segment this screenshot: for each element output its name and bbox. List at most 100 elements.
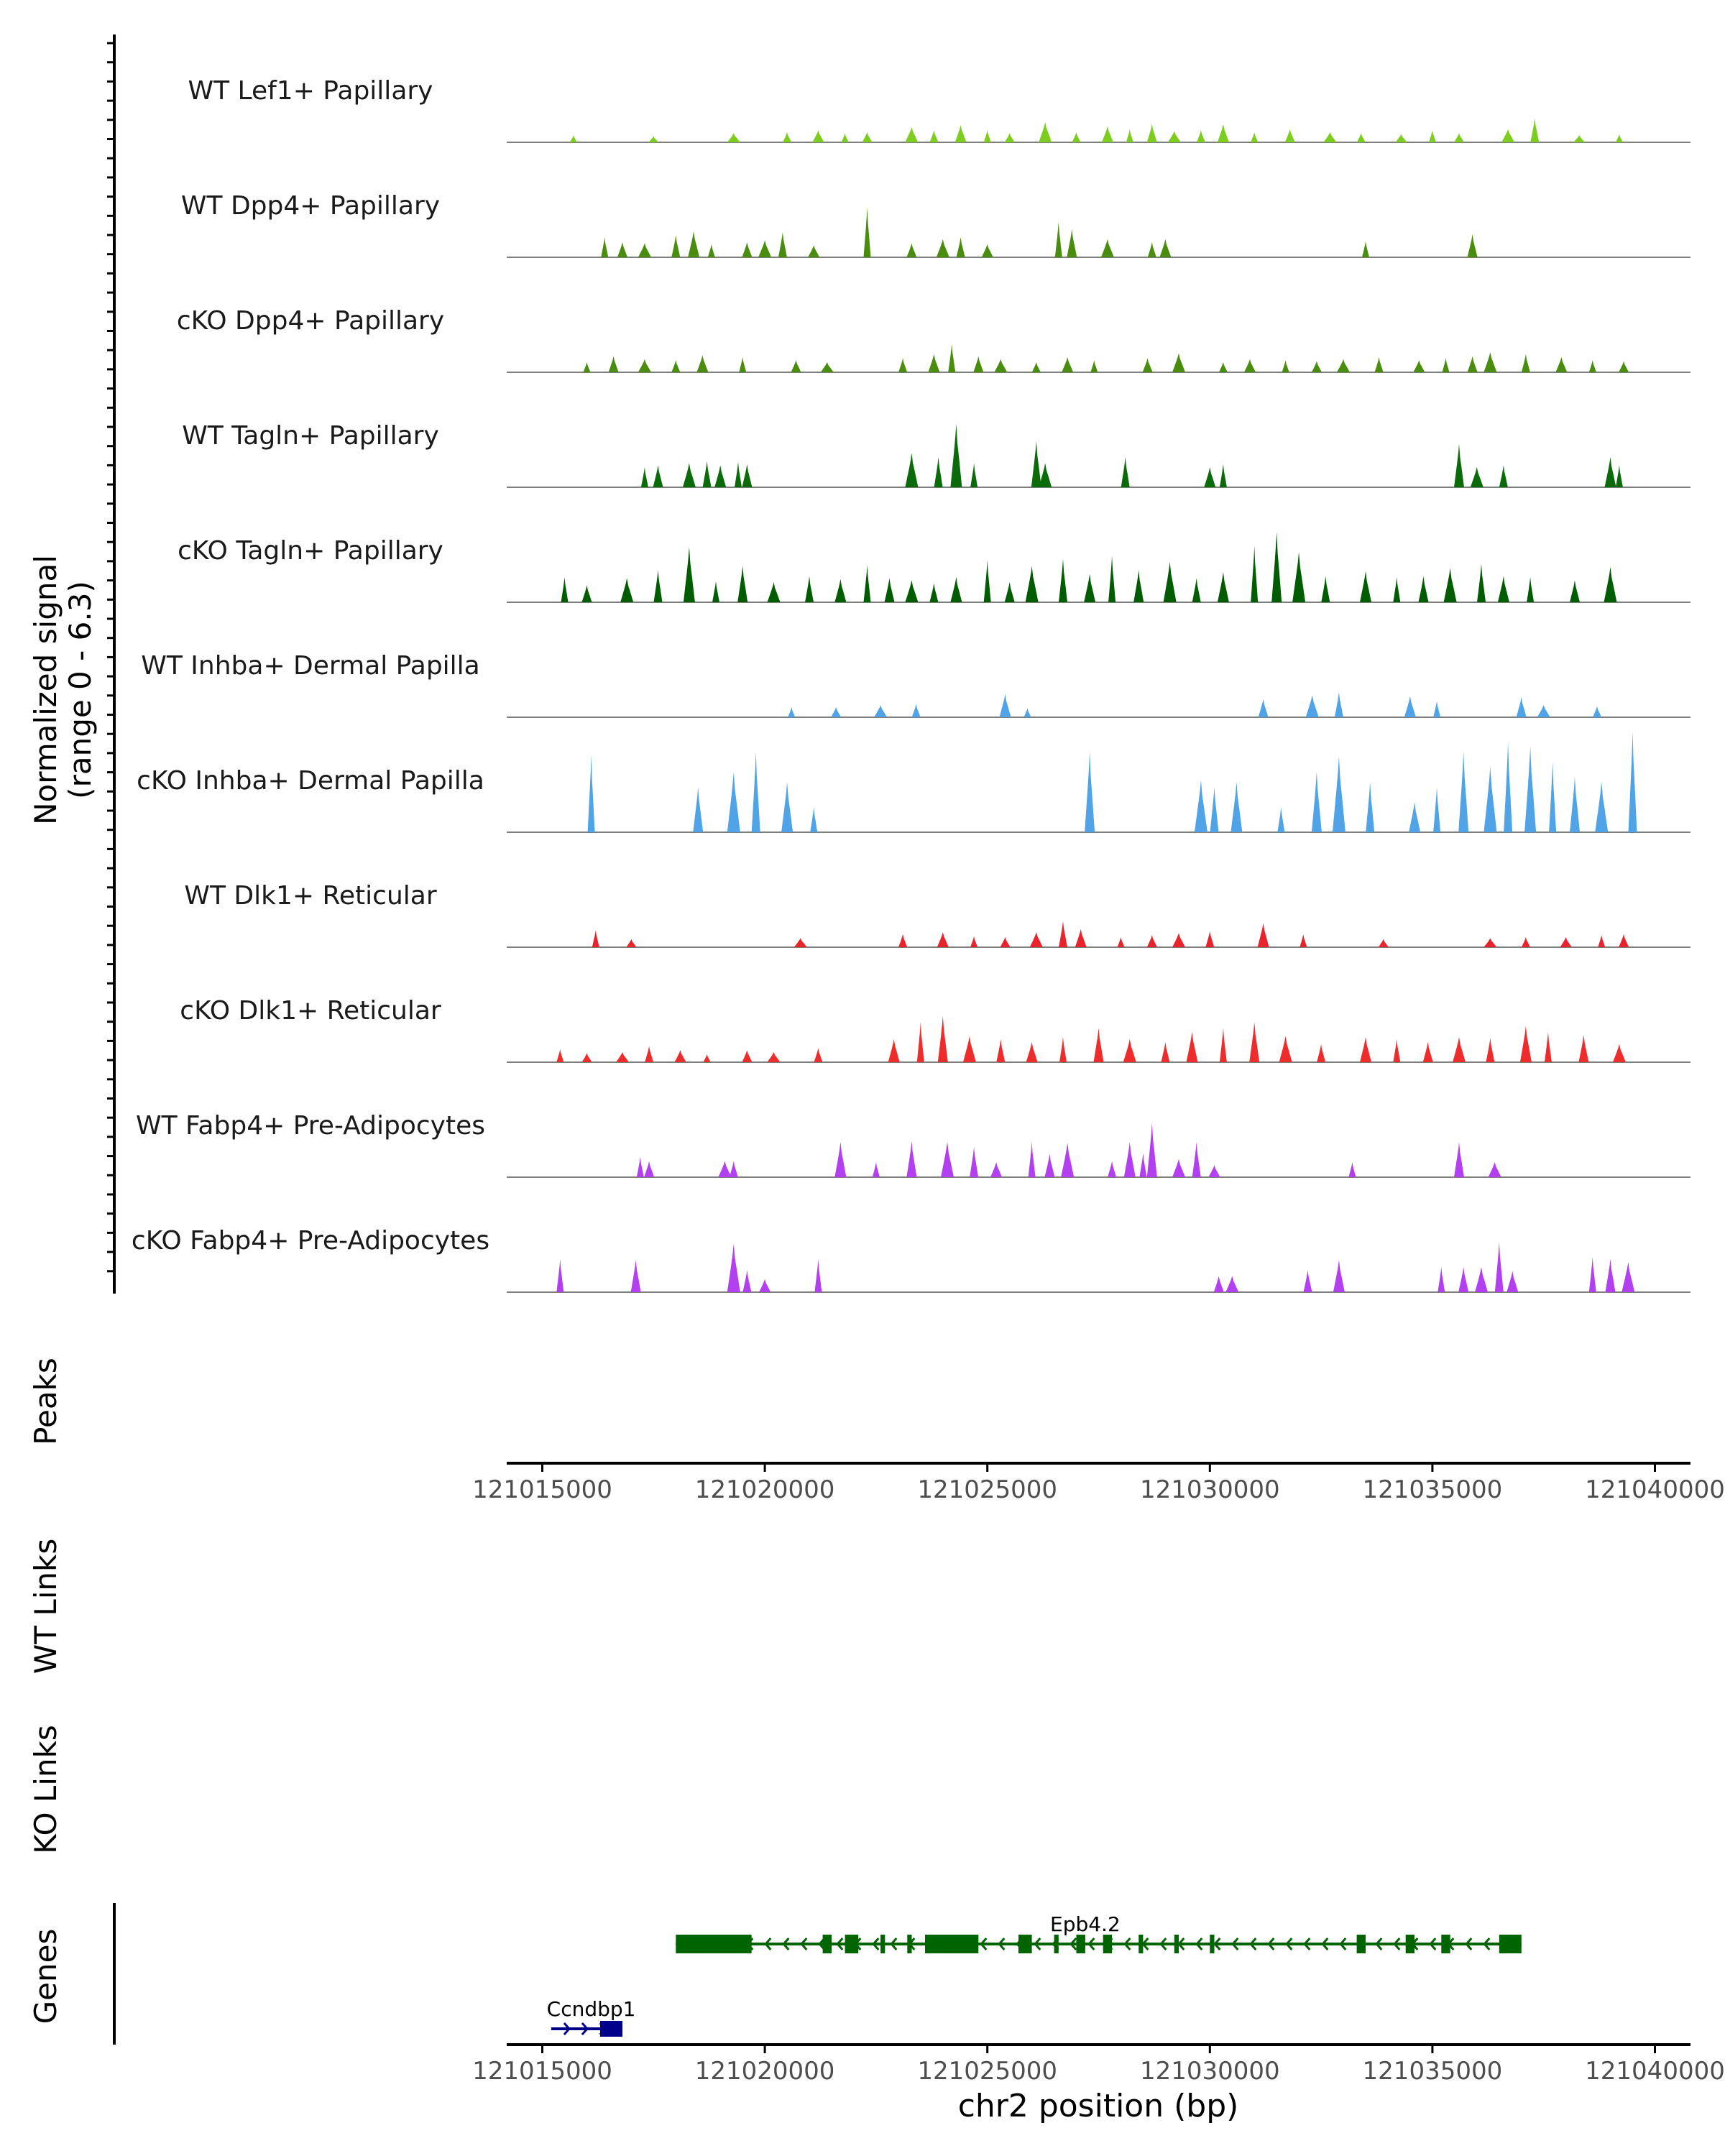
coverage-peak bbox=[1062, 357, 1074, 372]
axis-tick-label: 121035000 bbox=[1363, 1475, 1503, 1504]
gene-label: Ccndbp1 bbox=[547, 1997, 636, 2021]
coverage-peak bbox=[1323, 132, 1337, 142]
coverage-peak bbox=[1279, 1036, 1292, 1062]
coverage-peak bbox=[1622, 1262, 1635, 1292]
track-label: WT Fabp4+ Pre-Adipocytes bbox=[136, 1111, 485, 1141]
coverage-peak bbox=[783, 132, 792, 142]
gene-strand-arrow bbox=[1411, 1938, 1419, 1950]
coverage-peak bbox=[820, 362, 834, 372]
axis-tick-label: 121015000 bbox=[472, 2057, 612, 2086]
coverage-peak bbox=[929, 583, 939, 602]
coverage-peak bbox=[905, 580, 919, 602]
gene-strand-arrow bbox=[890, 1938, 898, 1950]
gene-strand-arrow bbox=[1105, 1938, 1113, 1950]
coverage-peak bbox=[1604, 567, 1617, 602]
gene-strand-arrow bbox=[710, 1938, 718, 1950]
coverage-peak bbox=[1219, 1028, 1227, 1062]
coverage-peak bbox=[1374, 357, 1384, 372]
gene-strand-arrow bbox=[1285, 1938, 1293, 1950]
gene-strand-arrow bbox=[872, 1938, 880, 1950]
axis-tick-label: 121025000 bbox=[917, 1475, 1057, 1504]
coverage-peak bbox=[1163, 562, 1177, 602]
coverage-peak bbox=[1192, 1142, 1201, 1177]
coverage-peak bbox=[1249, 1022, 1260, 1062]
coverage-peak bbox=[1108, 556, 1116, 602]
coverage-peak bbox=[638, 243, 651, 257]
coverage-peak bbox=[1251, 545, 1259, 602]
coverage-peak bbox=[956, 237, 965, 257]
coverage-peak bbox=[1360, 571, 1371, 602]
coverage-peak bbox=[644, 1161, 655, 1177]
coverage-peak bbox=[592, 930, 599, 947]
gene-strand-arrow bbox=[563, 2022, 571, 2035]
coverage-peak bbox=[1230, 782, 1243, 832]
coverage-peak bbox=[1524, 747, 1537, 832]
gene-exon bbox=[925, 1935, 979, 1953]
coverage-peak bbox=[653, 465, 663, 487]
coverage-peak bbox=[1025, 566, 1039, 602]
coverage-peak bbox=[1028, 1142, 1036, 1177]
gene-strand-arrow bbox=[998, 1938, 1006, 1950]
coverage-peak bbox=[1196, 130, 1205, 142]
coverage-peak bbox=[937, 1015, 948, 1062]
coverage-peak bbox=[1072, 132, 1081, 142]
coverage-peak bbox=[718, 1161, 732, 1177]
gene-strand-arrow bbox=[1267, 1938, 1275, 1950]
coverage-peak bbox=[1300, 934, 1307, 947]
coverage-peak bbox=[1044, 1153, 1055, 1177]
coverage-peak bbox=[1208, 1165, 1220, 1177]
coverage-peak bbox=[1497, 576, 1509, 602]
coverage-peak bbox=[1205, 931, 1215, 947]
coverage-peak bbox=[1578, 1035, 1589, 1062]
coverage-peak bbox=[1121, 457, 1130, 487]
coverage-peak bbox=[1356, 133, 1366, 142]
peaks-track-label: Peaks bbox=[28, 1358, 63, 1445]
coverage-peak bbox=[640, 467, 648, 487]
coverage-peak bbox=[911, 704, 921, 717]
coverage-peak bbox=[1628, 732, 1637, 832]
coverage-peak bbox=[1004, 582, 1015, 602]
coverage-peak bbox=[1292, 552, 1306, 602]
gene-strand-arrow bbox=[1429, 1938, 1437, 1950]
coverage-peak bbox=[1453, 1037, 1466, 1062]
coverage-peak bbox=[742, 1270, 752, 1292]
coverage-peak bbox=[928, 354, 940, 372]
coverage-peak bbox=[906, 243, 917, 257]
coverage-peak bbox=[1172, 1158, 1185, 1177]
coverage-peak bbox=[898, 358, 908, 372]
gene-strand-arrow bbox=[1321, 1938, 1329, 1950]
coverage-peak bbox=[1454, 1142, 1464, 1177]
coverage-peak bbox=[1544, 1032, 1552, 1062]
gene-strand-arrow bbox=[944, 1938, 952, 1950]
gene-strand-arrow bbox=[1213, 1938, 1221, 1950]
coverage-peak bbox=[916, 1022, 924, 1062]
coverage-peak bbox=[1570, 777, 1580, 832]
coverage-peak bbox=[727, 133, 740, 142]
coverage-peak bbox=[1560, 937, 1572, 947]
coverage-peak bbox=[671, 360, 681, 372]
coverage-peak bbox=[874, 705, 888, 717]
signal-axis-label: Normalized signal bbox=[28, 555, 63, 825]
gene-strand-arrow bbox=[1159, 1938, 1167, 1950]
axis-tick-label: 121020000 bbox=[695, 2057, 835, 2086]
coverage-peak bbox=[1192, 578, 1201, 602]
gene-exon bbox=[1076, 1935, 1085, 1953]
coverage-peak bbox=[1004, 133, 1015, 142]
coverage-peak bbox=[812, 130, 824, 142]
coverage-peak bbox=[1484, 767, 1497, 832]
gene-strand-arrow bbox=[1195, 1938, 1203, 1950]
coverage-peak bbox=[1438, 1267, 1445, 1292]
coverage-peak bbox=[561, 577, 569, 602]
coverage-peak bbox=[906, 1141, 917, 1177]
coverage-peak bbox=[1615, 134, 1623, 142]
coverage-peak bbox=[1108, 1161, 1117, 1177]
coverage-peak bbox=[808, 245, 820, 257]
coverage-peak bbox=[1454, 443, 1464, 487]
coverage-peak bbox=[1244, 359, 1256, 372]
gene-exon bbox=[676, 1935, 752, 1953]
coverage-peak bbox=[1488, 1162, 1501, 1177]
coverage-peak bbox=[898, 934, 908, 947]
gene-strand-arrow bbox=[1447, 1938, 1455, 1950]
track-2: WT Dpp4+ Papillary bbox=[181, 191, 1690, 258]
coverage-peak bbox=[990, 1162, 1003, 1177]
